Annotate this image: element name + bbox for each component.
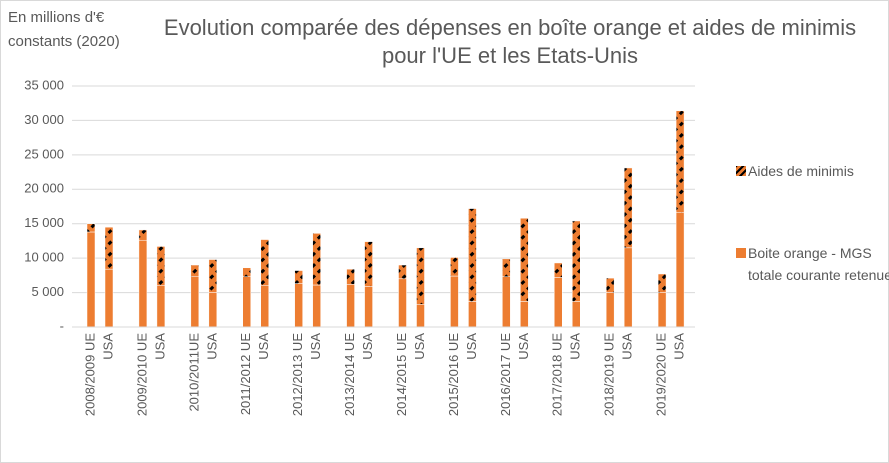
bar-segment bbox=[260, 239, 269, 286]
bar-segment bbox=[416, 304, 425, 328]
bar-segment bbox=[502, 258, 511, 277]
bar-segment bbox=[208, 259, 218, 293]
x-tick-label: 2009/2010 UE bbox=[134, 333, 149, 416]
x-tick-label: USA bbox=[568, 333, 583, 360]
bar-segment bbox=[398, 264, 407, 280]
bar-segment bbox=[450, 275, 459, 328]
bar-segment bbox=[86, 231, 96, 328]
y-tick-label: 10 000 bbox=[24, 250, 64, 265]
bar-segment bbox=[190, 276, 200, 328]
bar-segment bbox=[675, 110, 685, 213]
bar-segment bbox=[104, 268, 114, 328]
bar-segment bbox=[502, 276, 511, 328]
x-tick-label: 2011/2012 UE bbox=[238, 333, 253, 415]
y-tick-label: 30 000 bbox=[24, 112, 64, 127]
x-tick-label: USA bbox=[360, 333, 375, 360]
bar-segment bbox=[657, 273, 667, 293]
y-tick-label: 20 000 bbox=[24, 181, 64, 196]
bar-segment bbox=[450, 257, 459, 277]
legend-swatch bbox=[736, 166, 746, 176]
bar-segment bbox=[156, 285, 166, 328]
bar-segment bbox=[657, 292, 667, 328]
bar-segment bbox=[364, 286, 373, 328]
chart-title: Evolution comparée des dépenses en boîte… bbox=[163, 15, 857, 68]
bar-segment bbox=[468, 208, 477, 302]
bar-segment bbox=[605, 277, 615, 293]
bar-segment bbox=[312, 284, 321, 328]
bar-segment bbox=[104, 226, 114, 270]
x-tick-label: USA bbox=[672, 333, 687, 360]
bar-segment bbox=[572, 220, 581, 302]
x-tick-label: USA bbox=[256, 333, 271, 360]
bar-segment bbox=[242, 276, 251, 328]
x-tick-label: 2014/2015 UE bbox=[394, 333, 409, 416]
x-tick-label: USA bbox=[308, 333, 323, 360]
y-tick-label: 25 000 bbox=[24, 146, 64, 161]
bar-segment bbox=[208, 292, 218, 328]
bar-segment bbox=[398, 278, 407, 328]
x-tick-label: USA bbox=[516, 333, 531, 360]
bar-segment bbox=[623, 247, 633, 328]
y-tick-label: 5 000 bbox=[31, 284, 64, 299]
bar-segment bbox=[138, 229, 148, 241]
x-tick-label: USA bbox=[412, 333, 427, 360]
x-tick-label: 2018/2019 UE bbox=[602, 333, 617, 416]
bar-segment bbox=[260, 285, 269, 328]
x-tick-label: 2010/2011UE bbox=[186, 333, 201, 412]
legend-label: Boite orange - MGS totale courante reten… bbox=[748, 245, 889, 283]
bar-segment bbox=[675, 212, 685, 328]
bar-segment bbox=[294, 283, 303, 328]
bar-segment bbox=[572, 301, 581, 328]
x-tick-label: 2017/2018 UE bbox=[550, 333, 565, 416]
x-tick-label: 2015/2016 UE bbox=[446, 333, 461, 416]
bar-segment bbox=[312, 233, 321, 286]
legend-label: Aides de minimis bbox=[748, 163, 854, 179]
x-tick-label: 2016/2017 UE bbox=[498, 333, 513, 416]
x-tick-label: 2012/2013 UE bbox=[290, 333, 305, 416]
bar-segment bbox=[364, 241, 373, 287]
y-tick-label: - bbox=[60, 318, 64, 333]
bar-segment bbox=[468, 301, 477, 328]
x-tick-label: 2008/2009 UE bbox=[82, 333, 97, 416]
bar-segment bbox=[242, 267, 251, 277]
x-tick-label: 2013/2014 UE bbox=[342, 333, 357, 416]
bar-segment bbox=[520, 301, 529, 328]
bar-segment bbox=[346, 284, 355, 328]
y-tick-label: 35 000 bbox=[24, 77, 64, 92]
bar-segment bbox=[294, 270, 303, 284]
bar-segment bbox=[346, 268, 355, 285]
bar-segment bbox=[623, 167, 633, 249]
bar-segment bbox=[138, 239, 148, 328]
legend-entry: Boite orange - MGS totale courante reten… bbox=[736, 242, 889, 286]
bar-segment bbox=[190, 264, 200, 277]
x-tick-label: USA bbox=[620, 333, 635, 360]
bar-segment bbox=[554, 262, 563, 278]
bar-segment bbox=[156, 246, 166, 286]
legend-swatch bbox=[736, 248, 746, 258]
legend-entry: Aides de minimis bbox=[736, 160, 889, 182]
x-tick-label: USA bbox=[100, 333, 115, 360]
x-tick-label: 2019/2020 UE bbox=[654, 333, 669, 416]
bar-segment bbox=[416, 247, 425, 305]
x-tick-label: USA bbox=[464, 333, 479, 360]
y-tick-label: 15 000 bbox=[24, 215, 64, 230]
y-axis-label: En millions d'€ constants (2020) bbox=[8, 9, 120, 50]
bar-segment bbox=[605, 292, 615, 328]
x-tick-label: USA bbox=[204, 333, 219, 360]
bar-segment bbox=[86, 223, 96, 233]
x-tick-label: USA bbox=[152, 333, 167, 360]
bar-segment bbox=[520, 217, 529, 302]
bar-segment bbox=[554, 277, 563, 328]
